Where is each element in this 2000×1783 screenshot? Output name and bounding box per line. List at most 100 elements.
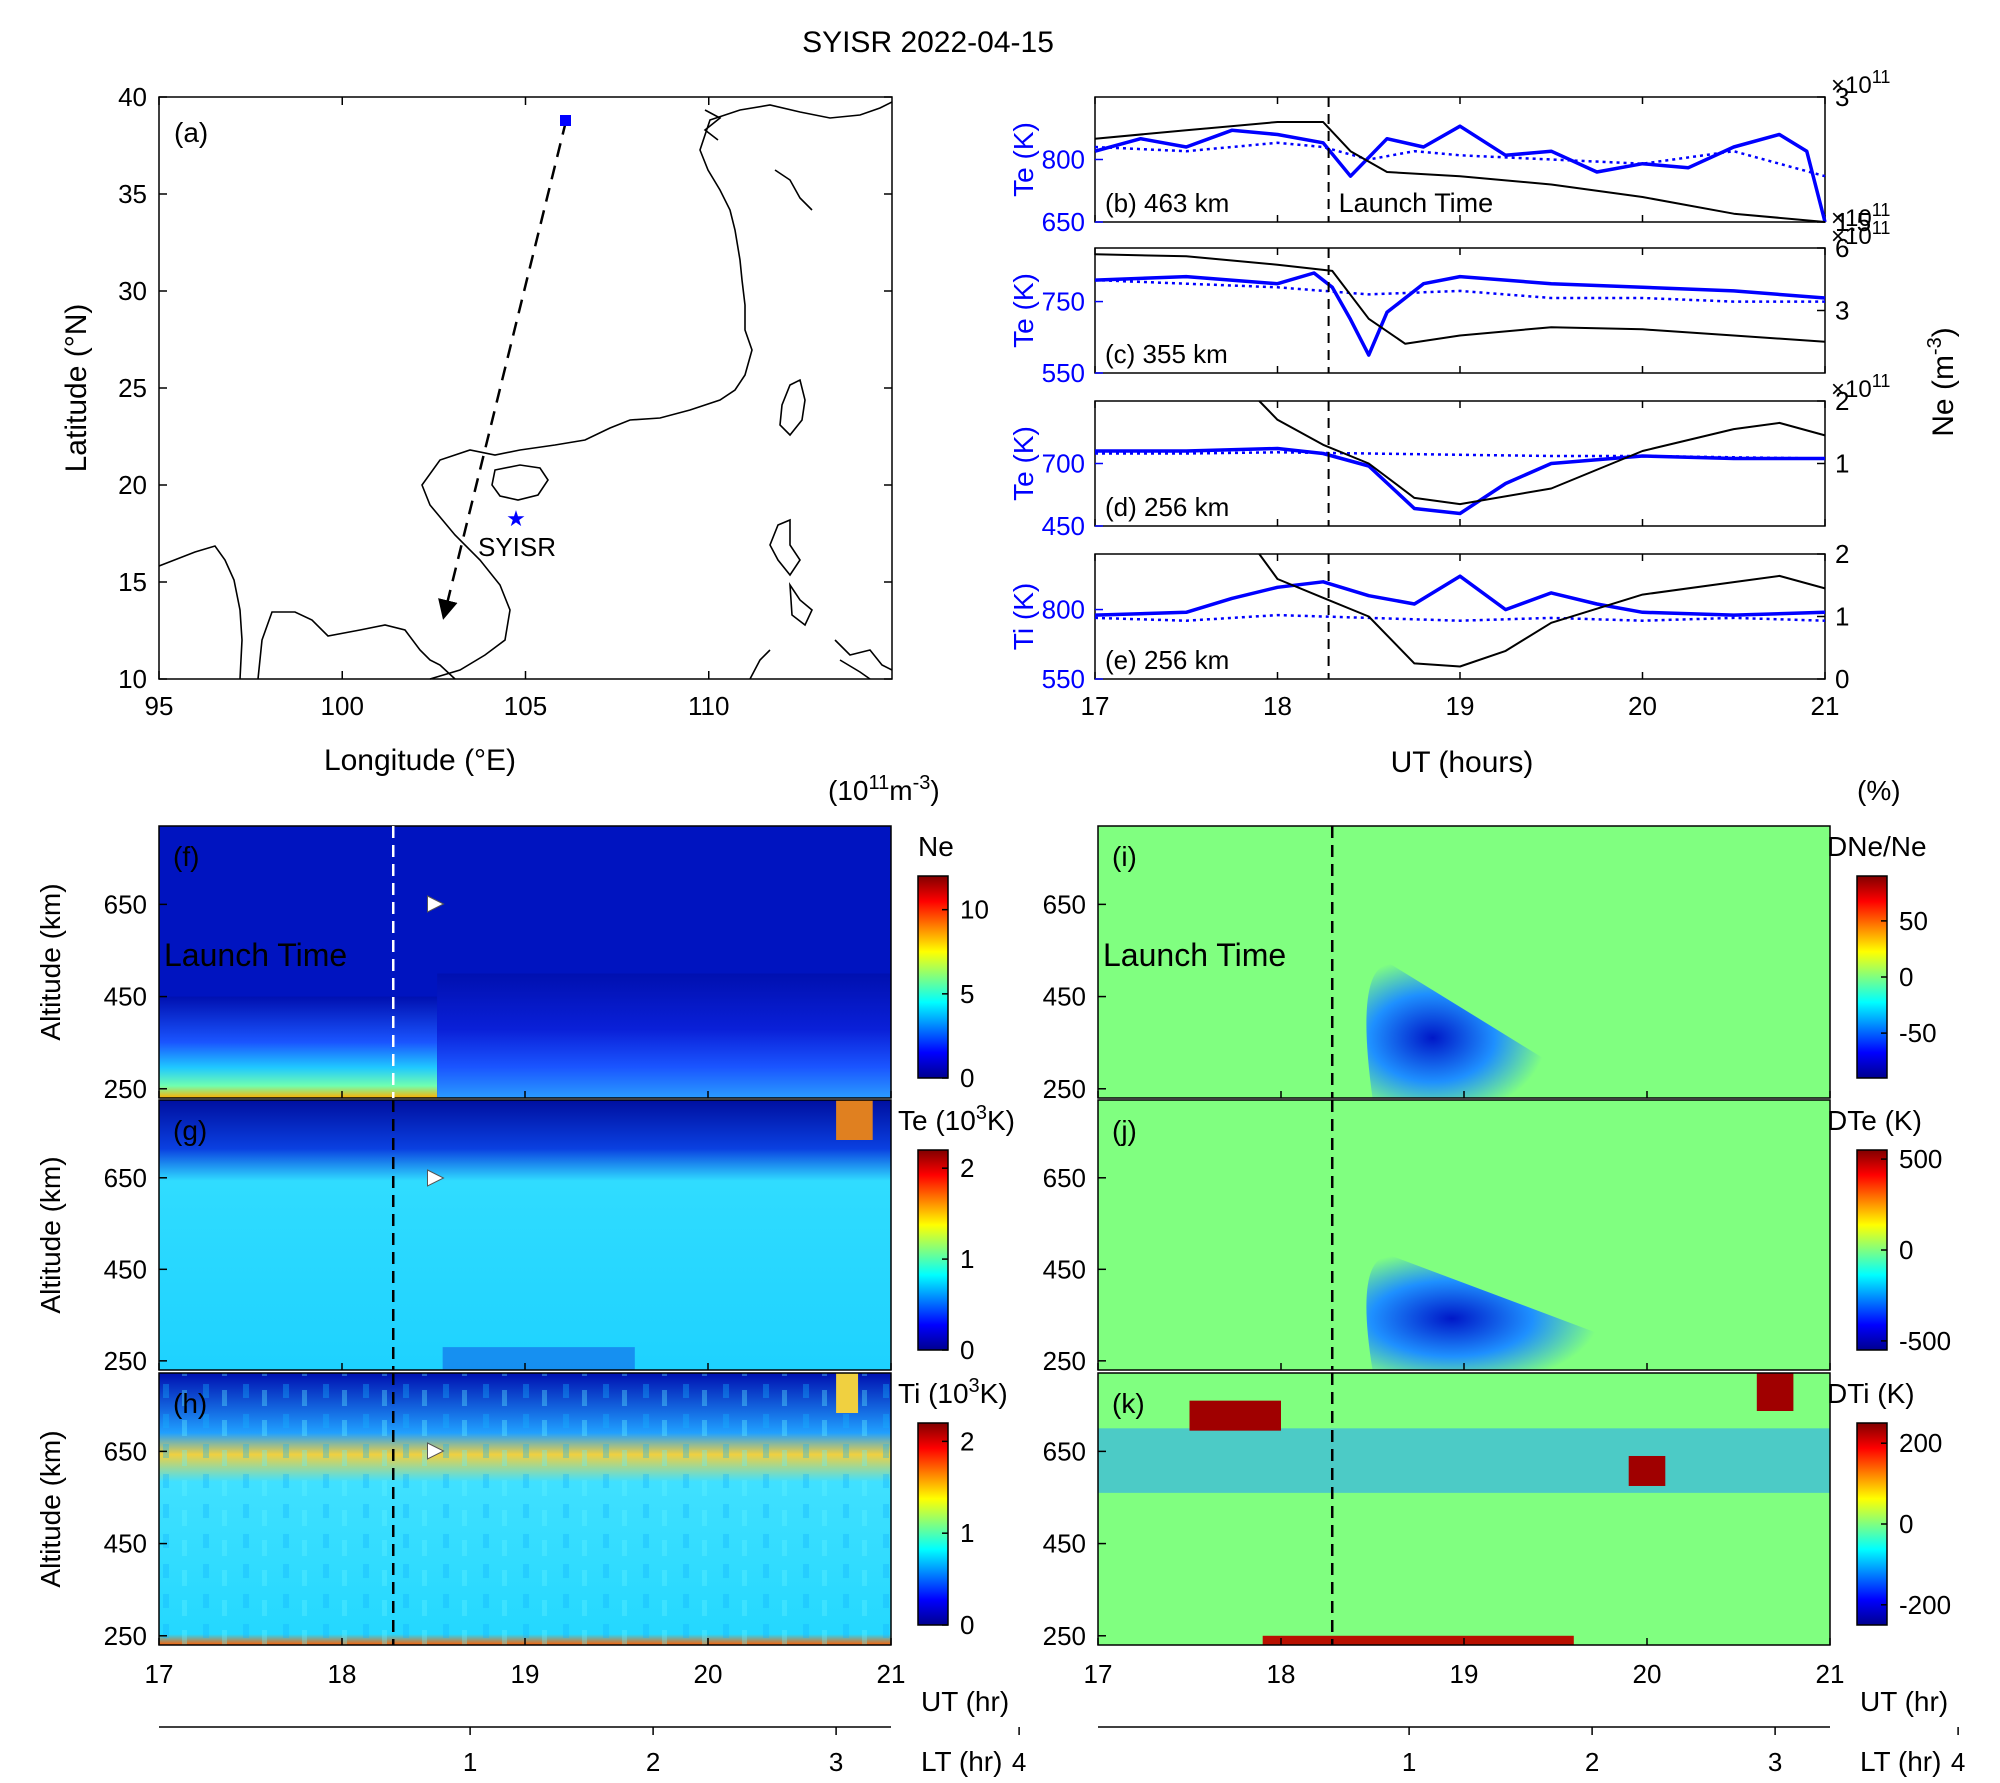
map-y-ticks: 10 15 20 25 30 35 40 <box>118 82 892 694</box>
launch-site-marker <box>560 115 571 126</box>
series-line-ti-baseline <box>1094 613 1826 622</box>
colorbar-label-text: Ti (10 <box>898 1378 969 1409</box>
panel-i-label: (i) <box>1112 841 1137 872</box>
x-tick-label: 20 <box>1633 1659 1662 1689</box>
panel-f-label: (f) <box>173 841 199 872</box>
unit-part: ) <box>930 775 939 806</box>
x-tick-label: 18 <box>328 1659 357 1689</box>
panel-j: 250 450 650 (j) -500 0 500 DTe (K) <box>1043 1099 1951 1376</box>
te-field <box>159 1100 891 1370</box>
map-y-label: Latitude (°N) <box>60 304 93 473</box>
depletion-region <box>1366 1255 1611 1370</box>
y-tick-label: 450 <box>1043 1254 1086 1284</box>
map-y-tick-label: 10 <box>118 664 147 694</box>
y-axis-label: Altitude (km) <box>35 1430 66 1587</box>
panel-g-label: (g) <box>173 1115 207 1146</box>
y2-tick-label: 2 <box>1835 386 1849 416</box>
colorbar-label-text: Te (10 <box>898 1105 976 1136</box>
x-tick-label: 20 <box>694 1659 723 1689</box>
unit-part: m <box>889 775 912 806</box>
colorbar-label: Ti (103K) <box>898 1375 1008 1409</box>
ut-axis-label: UT (hr) <box>1860 1686 1948 1717</box>
ti-hot-patch <box>836 1373 859 1413</box>
series-line-te-baseline <box>1095 451 1826 460</box>
panel-k-label: (k) <box>1112 1388 1145 1419</box>
figure-title: SYISR 2022-04-15 <box>802 26 1054 59</box>
coastlines <box>158 101 893 680</box>
series-line-te <box>1094 124 1827 223</box>
colorbar-label: DTi (K) <box>1827 1378 1915 1409</box>
y-tick-label: 250 <box>104 1346 147 1376</box>
y-axis-label: Te (K) <box>1008 273 1039 348</box>
y2-exponent-power: 11 <box>1872 371 1891 391</box>
y2-exponent-base: ×10 <box>1831 376 1872 403</box>
unit-sup: 11 <box>868 772 889 794</box>
colorbar-label-sup: 3 <box>969 1375 980 1397</box>
panel-a-map: ★ SYISR (a) 95 100 105 110 10 15 20 25 30 35 40 L… <box>60 82 893 777</box>
y-tick-label: 650 <box>1043 1163 1086 1193</box>
x-tick-label: 19 <box>1446 691 1475 721</box>
series-line-ne <box>1094 121 1826 223</box>
y2-exponent-base: ×10 <box>1831 72 1872 99</box>
lt-tick-label: 2 <box>646 1747 660 1777</box>
rocket-trajectory <box>438 120 568 620</box>
y2-exponent-bottom: ×1011 <box>1831 200 1890 232</box>
y2-exponent-base: ×10 <box>1831 223 1872 250</box>
colorbar-tick-label: 200 <box>1899 1428 1942 1458</box>
map-x-tick-label: 100 <box>321 691 364 721</box>
y-tick-label: 250 <box>1043 1074 1086 1104</box>
panel-k: 250 450 650 (k) 17 18 19 20 21 UT (hr) 1 2 3 4 LT (hr)… <box>1043 1372 1965 1777</box>
y-tick-label: 650 <box>104 1163 147 1193</box>
y2-exponent: ×1011 <box>1831 218 1890 250</box>
x-tick-label: 21 <box>1816 1659 1845 1689</box>
unit-part: (10 <box>828 775 868 806</box>
ne-dense-layer <box>159 996 438 1098</box>
y-tick-label: 250 <box>1043 1621 1086 1651</box>
lt-tick-label: 1 <box>463 1747 477 1777</box>
unit-sup: -3 <box>913 772 931 794</box>
x-tick-label: 21 <box>877 1659 906 1689</box>
colorbar <box>917 1149 949 1351</box>
map-x-tick-label: 105 <box>504 691 547 721</box>
lt-tick-label: 1 <box>1402 1747 1416 1777</box>
lt-tick-label: 4 <box>1951 1747 1965 1777</box>
x-tick-label: 17 <box>1084 1659 1113 1689</box>
colorbar-label: Ne <box>918 831 954 862</box>
map-y-tick-label: 15 <box>118 567 147 597</box>
lt-axis-label: LT (hr) <box>921 1746 1002 1777</box>
y-tick-label: 650 <box>104 1436 147 1466</box>
y-tick-label: 450 <box>104 982 147 1012</box>
lt-tick-label: 4 <box>1012 1747 1026 1777</box>
x-tick-label: 19 <box>1450 1659 1479 1689</box>
y-tick-label: 650 <box>104 889 147 919</box>
y2-tick-label: 2 <box>1835 539 1849 569</box>
y-tick-label: 650 <box>1042 207 1085 237</box>
colorbar <box>917 875 949 1079</box>
y-tick-label: 250 <box>104 1074 147 1104</box>
colorbar-label: DNe/Ne <box>1827 831 1927 862</box>
panel-b-label: (b) 463 km <box>1105 188 1229 218</box>
colorbar-tick-label: 0 <box>960 1335 974 1365</box>
y2-exponent: ×1011 <box>1831 371 1890 403</box>
colorbar-tick-label: 1 <box>960 1244 974 1274</box>
panel-e: 550 800 0 1 2 Ti (K) (e) 256 km 17 18 19 20 21 <box>1008 539 1849 721</box>
colorbar-tick-label: 5 <box>960 979 974 1009</box>
te-cool-region <box>442 1347 635 1370</box>
y-axis-label: Altitude (km) <box>35 883 66 1040</box>
colorbar-unit: (1011m-3) <box>828 772 940 806</box>
map-x-ticks: 95 100 105 110 <box>145 97 729 721</box>
y2-tick-label: 3 <box>1835 82 1849 112</box>
launch-time-annotation: Launch Time <box>1103 937 1286 973</box>
y2-exponent: ×1011 <box>1831 67 1890 99</box>
panel-c-label: (c) 355 km <box>1105 339 1228 369</box>
y-tick-label: 700 <box>1042 449 1085 479</box>
panel-j-label: (j) <box>1112 1115 1137 1146</box>
colorbar-tick-label: 2 <box>960 1426 974 1456</box>
colorbar-tick-label: -50 <box>1899 1018 1937 1048</box>
map-y-tick-label: 20 <box>118 470 147 500</box>
map-frame <box>158 96 893 680</box>
colorbar-label: DTe (K) <box>1827 1105 1922 1136</box>
